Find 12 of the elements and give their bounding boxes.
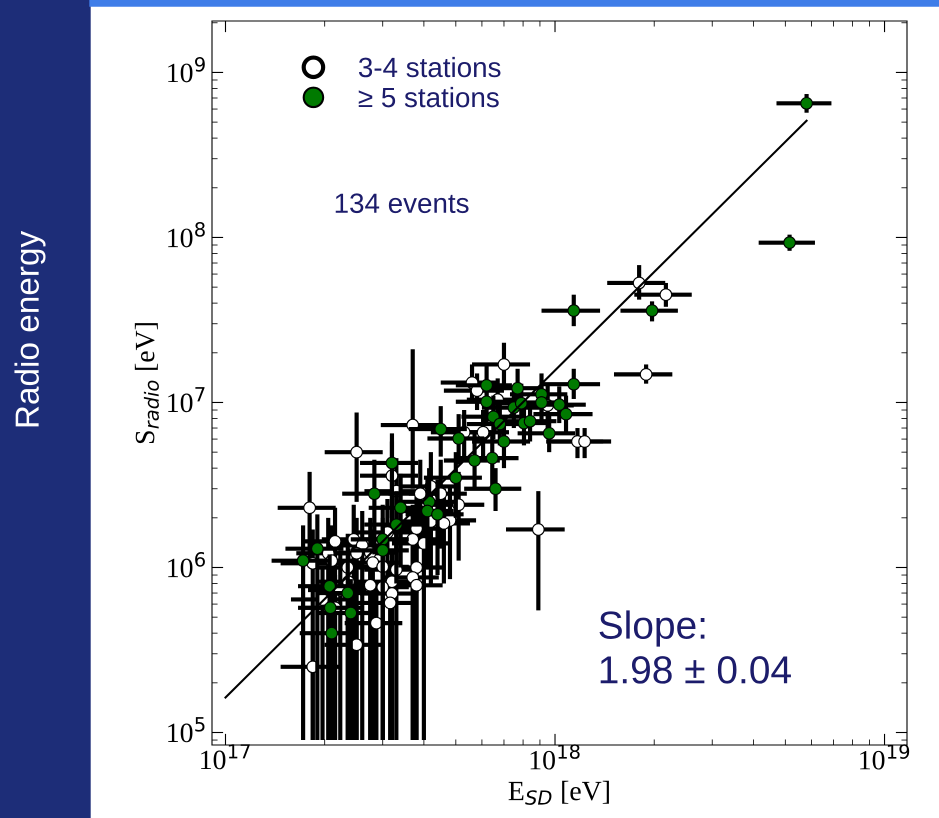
legend-label: ≥ 5 stations bbox=[358, 86, 499, 108]
y-tick-label: 10$^{7}$ bbox=[168, 387, 205, 412]
y-tick-label: 10$^{5}$ bbox=[168, 717, 204, 742]
legend-label: 3-4 stations bbox=[358, 56, 500, 78]
y-axis-title: S$_{radio}$ [eV] bbox=[134, 323, 159, 444]
text: Radio energy bbox=[14, 230, 46, 426]
y-tick-label: 10$^{8}$ bbox=[168, 222, 205, 248]
y-tick-label: 10$^{6}$ bbox=[168, 552, 205, 578]
annotation: 134 events bbox=[336, 193, 469, 214]
x-axis-title: E$_{SD}$ [eV] bbox=[508, 780, 609, 805]
annotation: Slope: 1.98 ± 0.04 bbox=[599, 610, 791, 684]
y-tick-label: 10$^{9}$ bbox=[168, 56, 205, 82]
